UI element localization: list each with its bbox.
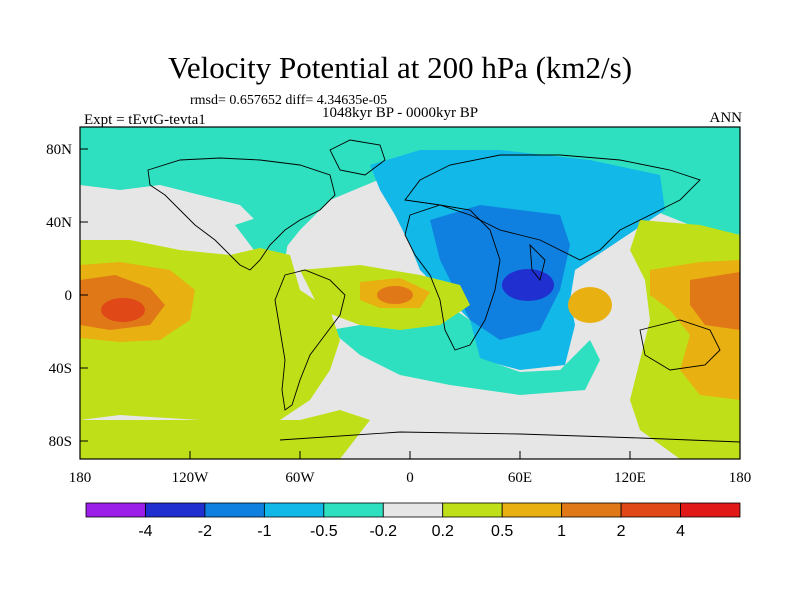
coast-greenland bbox=[329, 139, 386, 176]
colorbar-label: -1 bbox=[257, 523, 271, 540]
coast-north-america bbox=[147, 157, 336, 271]
field-teal-america bbox=[235, 215, 290, 260]
lon-label-60w: 60W bbox=[285, 470, 315, 486]
colorbar-label: 1 bbox=[557, 523, 566, 540]
lat-axis: 80N 40N 0 40S 80S bbox=[46, 142, 88, 450]
colorbar-label: -4 bbox=[138, 523, 152, 540]
field-yellowgreen-south bbox=[80, 410, 370, 459]
lon-label-180w: 180 bbox=[69, 470, 92, 486]
lon-label-120w: 120W bbox=[172, 470, 210, 486]
coast-africa bbox=[404, 204, 501, 351]
lon-label-120e: 120E bbox=[614, 470, 646, 486]
colorbar-swatch bbox=[85, 502, 146, 518]
lon-axis: 180 120W 60W 0 60E 120E 180 bbox=[69, 451, 752, 486]
colorbar-label: -0.2 bbox=[369, 523, 397, 540]
lat-label-40s: 40S bbox=[49, 361, 72, 377]
colorbar-swatch bbox=[382, 502, 444, 518]
experiment-label: Expt = tEvtG-tevta1 bbox=[84, 112, 206, 128]
field-darkorange-atlantic bbox=[377, 286, 413, 304]
season-label: ANN bbox=[709, 110, 743, 126]
colorbar-label: 0.2 bbox=[432, 523, 454, 540]
lon-label-0: 0 bbox=[406, 470, 414, 486]
lon-label-180e: 180 bbox=[729, 470, 752, 486]
lat-label-40n: 40N bbox=[46, 215, 72, 231]
lat-label-80s: 80S bbox=[49, 434, 72, 450]
coast-india bbox=[529, 243, 546, 281]
period-label: 1048kyr BP - 0000kyr BP bbox=[322, 105, 479, 121]
colorbar-swatch bbox=[620, 502, 681, 518]
colorbar-swatch bbox=[204, 502, 265, 518]
stats-line: rmsd= 0.657652 diff= 4.34635e-05 bbox=[190, 93, 388, 108]
colorbar: -4 -2 -1 -0.5 -0.2 0.2 0.5 1 2 4 bbox=[85, 502, 741, 540]
chart-title: Velocity Potential at 200 hPa (km2/s) bbox=[167, 50, 633, 85]
colorbar-swatch bbox=[501, 502, 563, 518]
lat-label-80n: 80N bbox=[46, 142, 72, 158]
field-red-core bbox=[101, 298, 145, 322]
field-orange-indian bbox=[568, 287, 612, 323]
colorbar-label: 4 bbox=[676, 523, 685, 540]
coast-antarctica bbox=[279, 431, 740, 443]
coast-eurasia bbox=[404, 154, 701, 261]
field-darkorange-wpacific bbox=[690, 272, 740, 330]
contour-field bbox=[80, 127, 740, 459]
coast-south-america bbox=[274, 269, 346, 411]
colorbar-swatch bbox=[145, 502, 206, 518]
colorbar-label: -2 bbox=[198, 523, 212, 540]
colorbar-label: -0.5 bbox=[310, 523, 338, 540]
colorbar-swatch bbox=[561, 502, 622, 518]
lat-label-0: 0 bbox=[65, 288, 73, 304]
lon-label-60e: 60E bbox=[508, 470, 532, 486]
field-darkblue-core bbox=[502, 269, 554, 301]
colorbar-swatch bbox=[442, 502, 503, 518]
coastlines bbox=[147, 139, 740, 443]
colorbar-label: 2 bbox=[617, 523, 626, 540]
colorbar-label: 0.5 bbox=[491, 523, 513, 540]
colorbar-swatch bbox=[263, 502, 325, 518]
colorbar-swatch bbox=[323, 502, 384, 518]
coast-australia bbox=[639, 319, 721, 371]
colorbar-swatch bbox=[680, 502, 741, 518]
